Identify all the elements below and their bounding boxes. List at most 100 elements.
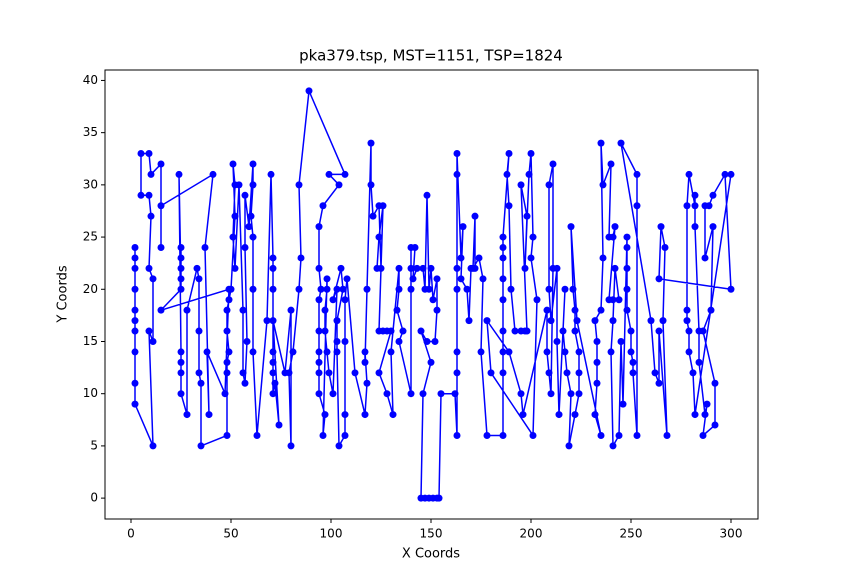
tour-point — [335, 442, 343, 450]
chart-title: pka379.tsp, MST=1151, TSP=1824 — [299, 47, 563, 65]
tour-point — [157, 306, 165, 314]
tour-point — [597, 431, 605, 439]
tour-point — [195, 327, 203, 335]
tour-point — [131, 244, 139, 252]
tour-point — [287, 306, 295, 314]
tour-point — [569, 285, 577, 293]
tour-point — [195, 369, 203, 377]
y-tick-label: 10 — [83, 386, 98, 400]
tour-point — [341, 170, 349, 178]
tour-point — [609, 442, 617, 450]
tour-point — [701, 202, 709, 210]
tour-point — [409, 275, 417, 283]
tour-point — [517, 181, 525, 189]
tour-point — [457, 275, 465, 283]
tour-point — [221, 390, 229, 398]
tour-point — [285, 369, 293, 377]
tour-point — [695, 358, 703, 366]
tour-point — [523, 327, 531, 335]
y-tick-label: 15 — [83, 334, 98, 348]
tour-point — [177, 244, 185, 252]
tour-point — [505, 150, 513, 158]
tour-point — [241, 191, 249, 199]
tour-point — [689, 369, 697, 377]
tour-point — [245, 223, 253, 231]
tour-point — [543, 348, 551, 356]
y-tick-label: 25 — [83, 230, 98, 244]
tour-point — [325, 369, 333, 377]
tour-point — [131, 379, 139, 387]
tour-point — [131, 327, 139, 335]
tour-point — [655, 275, 663, 283]
tour-point — [413, 264, 421, 272]
tour-point — [315, 327, 323, 335]
tour-point — [547, 390, 555, 398]
tour-point — [341, 431, 349, 439]
tour-point — [529, 431, 537, 439]
tour-point — [335, 181, 343, 189]
tour-point — [387, 327, 395, 335]
tour-point — [435, 494, 443, 502]
tour-point — [319, 202, 327, 210]
tour-point — [333, 285, 341, 293]
y-tick-label: 5 — [90, 438, 98, 452]
tour-point — [209, 170, 217, 178]
tour-point — [269, 358, 277, 366]
tour-point — [177, 369, 185, 377]
tour-point — [177, 348, 185, 356]
tour-point — [321, 306, 329, 314]
tour-point — [323, 348, 331, 356]
tour-point — [231, 212, 239, 220]
tour-point — [177, 264, 185, 272]
tour-point — [263, 317, 271, 325]
tour-point — [469, 264, 477, 272]
tour-point — [593, 337, 601, 345]
tour-point — [197, 379, 205, 387]
tour-point — [269, 369, 277, 377]
tour-point — [317, 285, 325, 293]
tour-point — [195, 275, 203, 283]
tour-point — [193, 264, 201, 272]
tour-point — [709, 223, 717, 231]
tour-point — [507, 285, 515, 293]
tour-point — [149, 337, 157, 345]
tour-point — [691, 223, 699, 231]
tour-point — [247, 212, 255, 220]
tour-point — [529, 233, 537, 241]
tour-point — [453, 285, 461, 293]
tour-point — [703, 400, 711, 408]
tour-point — [565, 442, 573, 450]
tour-point — [623, 244, 631, 252]
tour-point — [315, 358, 323, 366]
tour-point — [287, 442, 295, 450]
tour-point — [131, 264, 139, 272]
tour-point — [145, 150, 153, 158]
tour-point — [483, 317, 491, 325]
tour-point — [465, 317, 473, 325]
tour-point — [329, 296, 337, 304]
tour-point — [333, 337, 341, 345]
tour-point — [575, 348, 583, 356]
tour-point — [597, 139, 605, 147]
tour-point — [511, 327, 519, 335]
tour-point — [591, 411, 599, 419]
tour-point — [229, 233, 237, 241]
tour-point — [419, 390, 427, 398]
tour-point — [521, 264, 529, 272]
tour-point — [131, 400, 139, 408]
tour-point — [249, 160, 257, 168]
tour-point — [315, 369, 323, 377]
tour-point — [615, 296, 623, 304]
tour-point — [433, 306, 441, 314]
tour-point — [533, 296, 541, 304]
tour-point — [239, 306, 247, 314]
tour-point — [523, 212, 531, 220]
tour-point — [619, 400, 627, 408]
tour-point — [239, 369, 247, 377]
tour-point — [721, 170, 729, 178]
tour-point — [701, 254, 709, 262]
tour-point — [223, 327, 231, 335]
tour-point — [499, 296, 507, 304]
tour-point — [231, 264, 239, 272]
